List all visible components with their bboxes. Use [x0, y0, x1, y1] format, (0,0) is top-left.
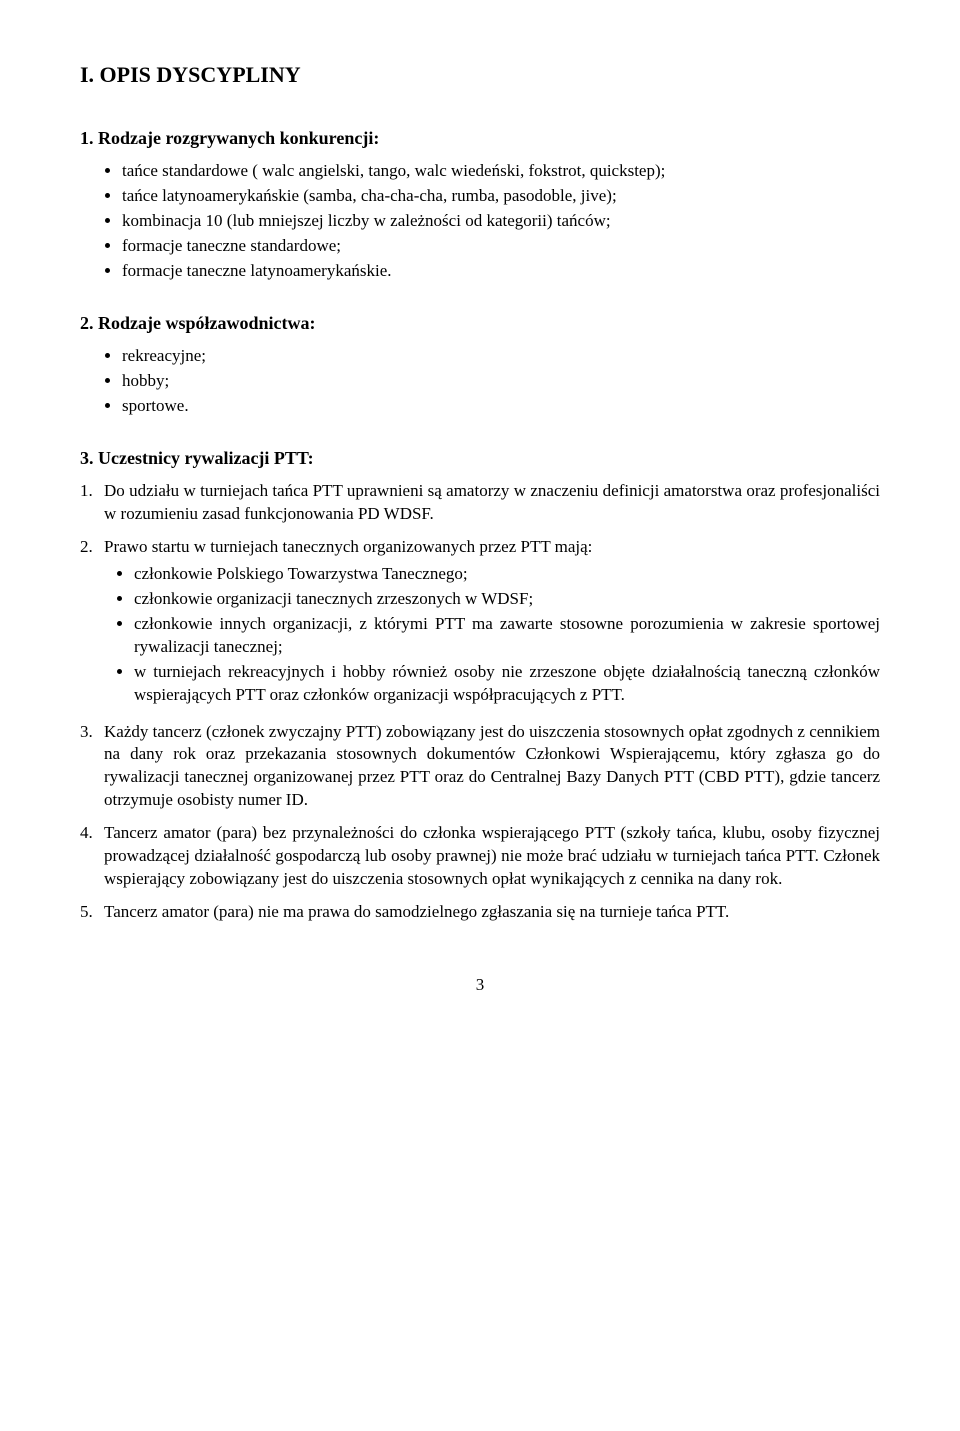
sub-list: członkowie Polskiego Towarzystwa Taneczn…: [104, 563, 880, 707]
list-item: rekreacyjne;: [122, 345, 880, 368]
section-title: I. OPIS DYSCYPLINY: [80, 60, 880, 90]
list-item: członkowie organizacji tanecznych zrzesz…: [134, 588, 880, 611]
item-number: 1.: [80, 480, 104, 503]
list-item: formacje taneczne standardowe;: [122, 235, 880, 258]
item-number: 5.: [80, 901, 104, 924]
list-item: tańce latynoamerykańskie (samba, cha-cha…: [122, 185, 880, 208]
page-number: 3: [80, 974, 880, 997]
list-item: kombinacja 10 (lub mniejszej liczby w za…: [122, 210, 880, 233]
item-number: 4.: [80, 822, 104, 845]
item-content: Prawo startu w turniejach tanecznych org…: [104, 536, 880, 711]
numbered-item: 2. Prawo startu w turniejach tanecznych …: [80, 536, 880, 711]
list-item: sportowe.: [122, 395, 880, 418]
heading-uczestnicy: 3. Uczestnicy rywalizacji PTT:: [80, 446, 880, 470]
item-text: Do udziału w turniejach tańca PTT uprawn…: [104, 480, 880, 526]
list-item: w turniejach rekreacyjnych i hobby równi…: [134, 661, 880, 707]
item-text: Prawo startu w turniejach tanecznych org…: [104, 537, 592, 556]
numbered-item: 5. Tancerz amator (para) nie ma prawa do…: [80, 901, 880, 924]
list-wspolzawodnictwa: rekreacyjne; hobby; sportowe.: [80, 345, 880, 418]
list-item: hobby;: [122, 370, 880, 393]
numbered-item: 3. Każdy tancerz (członek zwyczajny PTT)…: [80, 721, 880, 813]
list-uczestnicy: 1. Do udziału w turniejach tańca PTT upr…: [80, 480, 880, 924]
item-text: Każdy tancerz (członek zwyczajny PTT) zo…: [104, 721, 880, 813]
numbered-item: 4. Tancerz amator (para) bez przynależno…: [80, 822, 880, 891]
item-number: 2.: [80, 536, 104, 559]
item-number: 3.: [80, 721, 104, 744]
list-konkurencji: tańce standardowe ( walc angielski, tang…: [80, 160, 880, 283]
item-text: Tancerz amator (para) bez przynależności…: [104, 822, 880, 891]
heading-konkurencji: 1. Rodzaje rozgrywanych konkurencji:: [80, 126, 880, 150]
list-item: członkowie Polskiego Towarzystwa Taneczn…: [134, 563, 880, 586]
item-text: Tancerz amator (para) nie ma prawa do sa…: [104, 901, 880, 924]
list-item: formacje taneczne latynoamerykańskie.: [122, 260, 880, 283]
numbered-item: 1. Do udziału w turniejach tańca PTT upr…: [80, 480, 880, 526]
list-item: członkowie innych organizacji, z którymi…: [134, 613, 880, 659]
heading-wspolzawodnictwa: 2. Rodzaje współzawodnictwa:: [80, 311, 880, 335]
list-item: tańce standardowe ( walc angielski, tang…: [122, 160, 880, 183]
